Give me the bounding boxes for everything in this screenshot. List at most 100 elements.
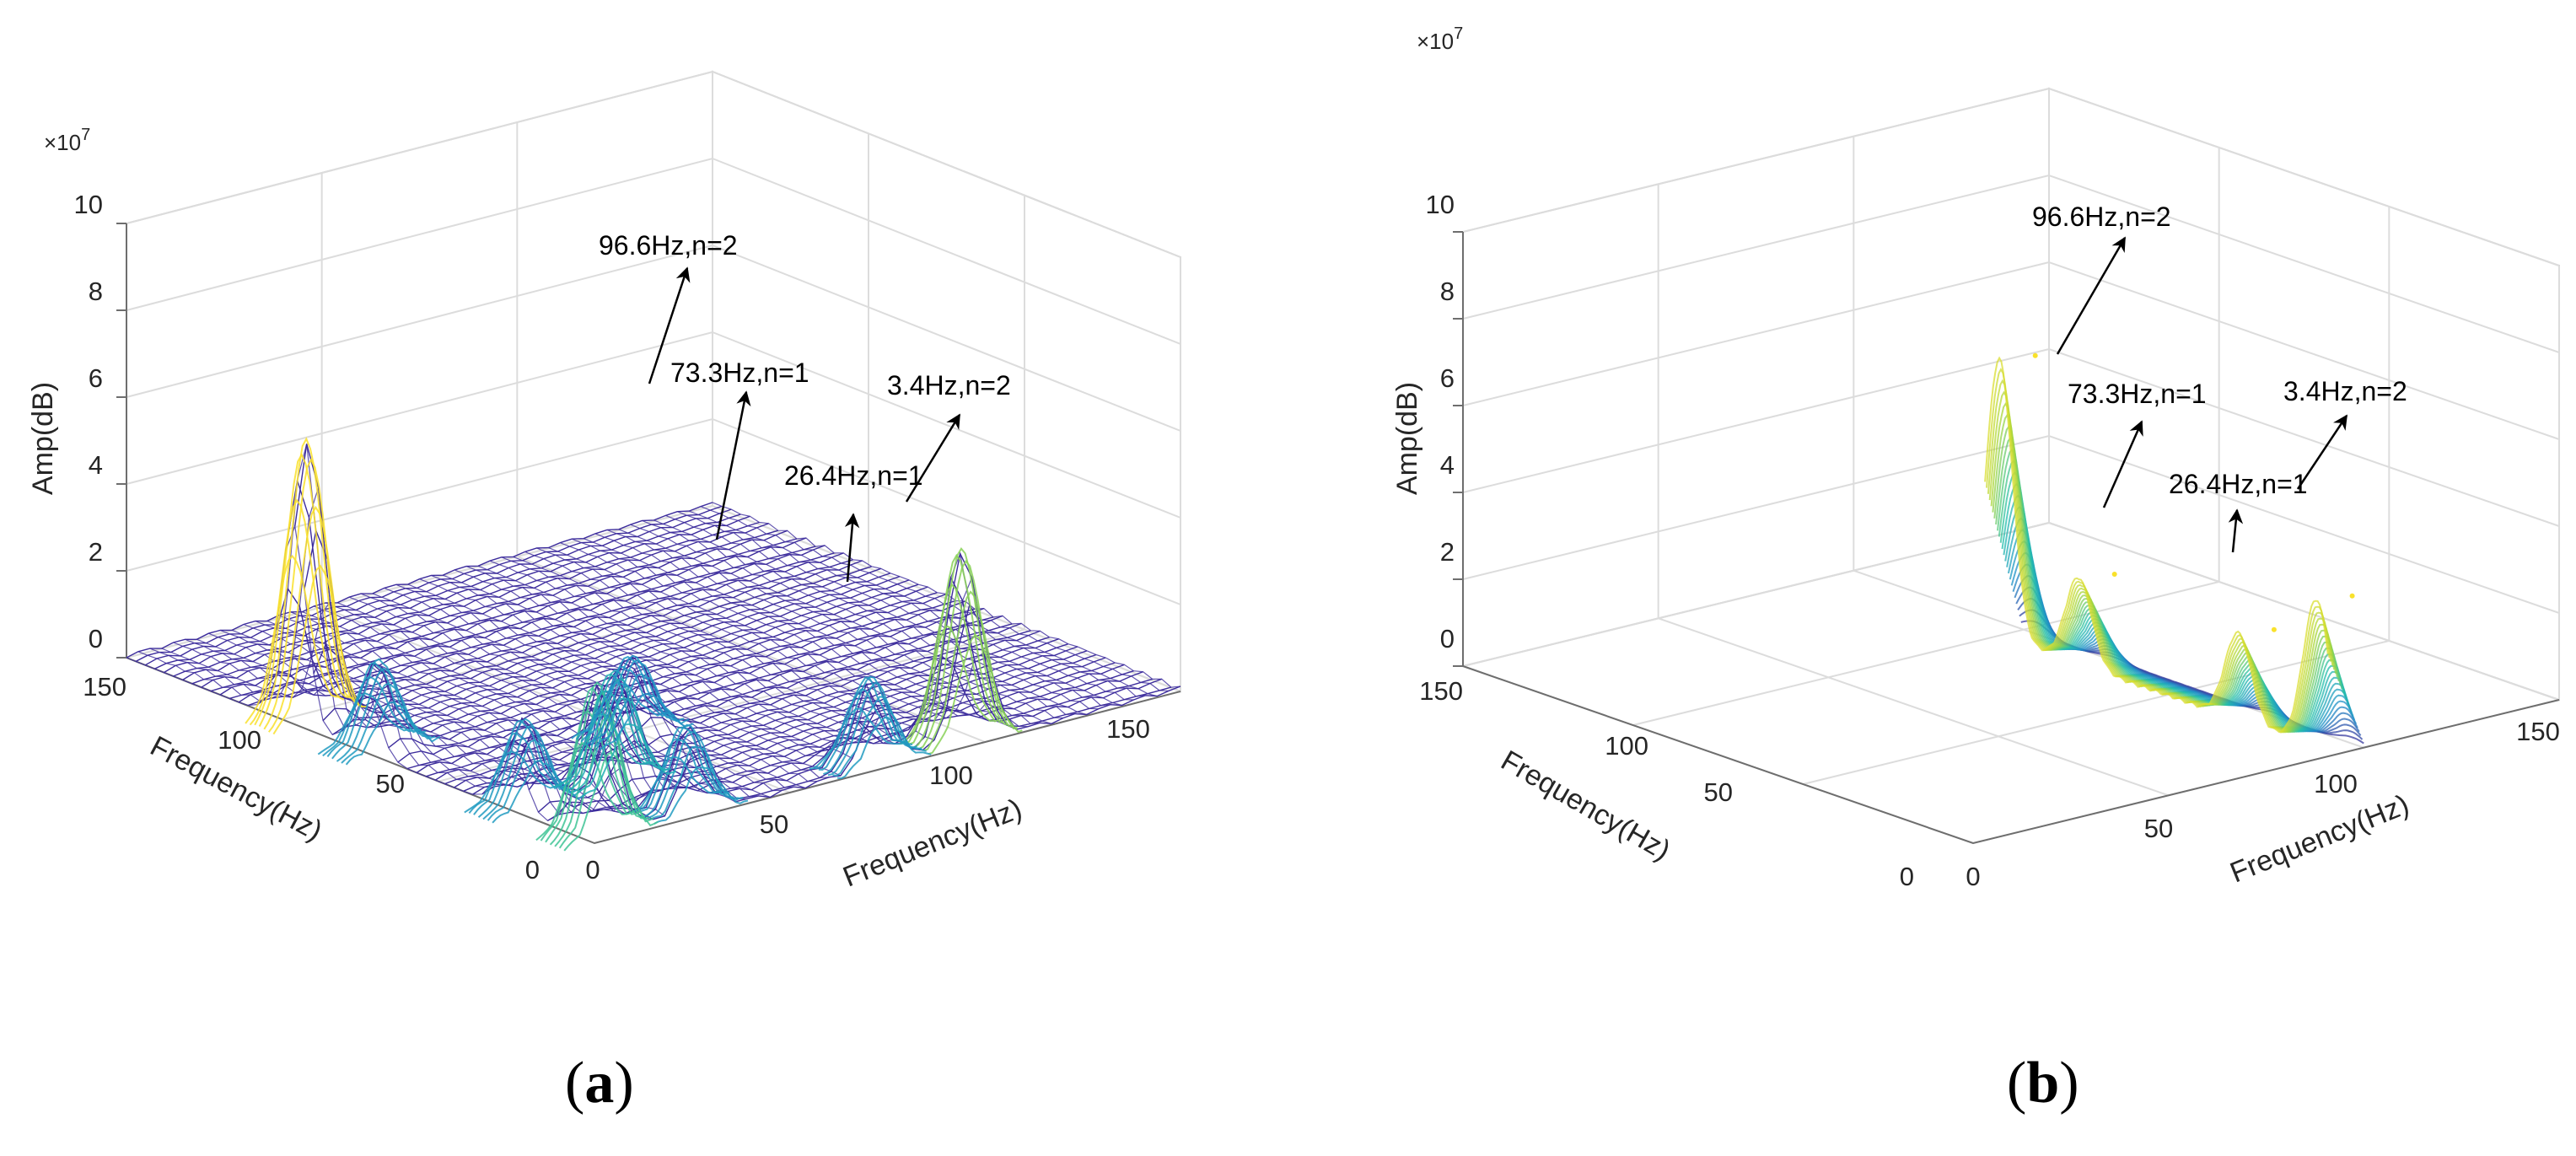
peak-mesh-line (562, 673, 658, 788)
z-tick-label: 6 (1440, 363, 1455, 393)
panel-b-caption: (b) (2007, 1051, 2079, 1116)
panel-a-z-ticks: 0 2 4 6 8 10 (74, 190, 103, 653)
surface-mesh-line (290, 611, 759, 798)
peak-mesh-line (626, 755, 720, 815)
surface-mesh-line (395, 583, 865, 753)
panel-a-x-axis-label: Frequency(Hz) (839, 793, 1027, 893)
peak-mesh-line (630, 738, 725, 814)
panel-a-chart: ×107 0 2 4 6 8 10 Amp(dB) 0 50 100 150 F… (27, 70, 1181, 894)
grid-line (1462, 261, 2560, 440)
annotation-arrow (2228, 508, 2244, 553)
z-tick-label: 0 (89, 624, 103, 653)
peak-mesh-line (818, 676, 913, 771)
surface-mesh-line (653, 519, 1122, 707)
panel-b-chart: ×107 0 2 4 6 8 10 Amp(dB) 0 50 100 150 F… (1391, 24, 2560, 891)
panel-b-x-ticks: 0 50 100 150 (1966, 717, 2559, 891)
annotation-arrow (2056, 236, 2127, 355)
peak-mesh-line (635, 726, 729, 815)
peak-mesh-line (540, 709, 636, 841)
peak-mesh-line (482, 724, 578, 820)
peak-mesh-line (571, 681, 666, 739)
surface-mesh-line (325, 602, 794, 788)
z-tick-label: 4 (1440, 450, 1455, 480)
x-tick-label: 50 (760, 809, 788, 839)
y-tick-label: 150 (1419, 676, 1463, 706)
panel-b-x-axis-label: Frequency(Hz) (2226, 788, 2414, 889)
panel-b-z-ticks: 0 2 4 6 8 10 (1426, 190, 1455, 653)
surface-mesh-line (431, 574, 900, 744)
surface-mesh-line (266, 620, 736, 803)
z-tick-label: 6 (89, 363, 103, 393)
peak-mesh-line (923, 590, 1019, 752)
surface-mesh-line (700, 506, 1170, 691)
surface-mesh-line (630, 524, 1099, 710)
peak-mesh-line (913, 546, 1008, 748)
peak-mesh-line (477, 718, 573, 819)
surface-mesh-line (477, 565, 947, 733)
surface-mesh-line (302, 611, 771, 798)
annotation-label: 73.3Hz,n=1 (2068, 379, 2207, 409)
x-tick-label: 100 (929, 761, 973, 790)
surface-mesh-line (513, 556, 982, 722)
peak-mesh-line (254, 452, 349, 726)
peak-mesh-line (464, 750, 559, 814)
surface-mesh-line (524, 551, 994, 719)
x-tick-label: 150 (1106, 714, 1150, 744)
slice-line (1984, 356, 2329, 734)
panel-b-annotations: 96.6Hz,n=2 73.3Hz,n=1 26.4Hz,n=1 3.4Hz,n… (2032, 202, 2407, 553)
grid-line (321, 606, 791, 793)
peak-mesh-line (317, 692, 412, 755)
y-tick-label: 100 (218, 725, 261, 755)
grid-line (1632, 581, 2219, 726)
y-tick-label: 0 (525, 855, 540, 884)
y-tick-label: 50 (1704, 777, 1733, 807)
peak-mesh-line (836, 717, 932, 780)
peak-marker (2271, 626, 2277, 632)
surface-mesh-line (571, 538, 1041, 724)
grid-line (516, 556, 986, 743)
y-tick-label: 0 (1900, 862, 1914, 891)
annotation-label: 96.6Hz,n=2 (2032, 202, 2171, 232)
panel-b-grid (1453, 87, 2560, 845)
surface-mesh-line (606, 529, 1075, 716)
grid-line (1658, 617, 2169, 797)
peak-mesh-line (249, 498, 345, 726)
peak-mesh-line (263, 458, 358, 730)
annotation-label: 3.4Hz,n=2 (887, 370, 1011, 401)
z-tick-label: 10 (74, 190, 103, 219)
xy-axis-lines (1462, 665, 2560, 845)
peak-mesh-line (473, 719, 568, 815)
surface-mesh-line (677, 511, 1146, 697)
z-tick-label: 8 (1440, 277, 1455, 306)
grid-line (1462, 434, 2560, 614)
grid-line (1462, 521, 2560, 701)
grid-line (126, 157, 1181, 345)
peak-mesh-line (814, 688, 908, 770)
surface-mesh-line (443, 574, 912, 750)
peak-mesh-line (545, 686, 640, 843)
x-tick-label: 150 (2516, 717, 2560, 746)
grid-line (126, 70, 1181, 258)
surface-mesh-line (489, 560, 959, 727)
grid-line (1462, 174, 2560, 353)
peak-marker (2111, 572, 2117, 577)
panel-b-z-axis-label: Amp(dB) (1391, 382, 1423, 495)
y-tick-label: 50 (376, 769, 405, 798)
panel-b-y-ticks: 0 50 100 150 (1419, 676, 1914, 891)
y-tick-label: 100 (1605, 731, 1648, 761)
panel-a-caption: (a) (565, 1051, 634, 1116)
x-tick-label: 100 (2314, 769, 2358, 798)
surface-mesh-line (642, 519, 1111, 707)
peak-mesh-line (909, 553, 1004, 745)
surface-mesh-line (560, 542, 1029, 728)
z-tick-label: 2 (89, 537, 103, 567)
surface-mesh-line (665, 514, 1134, 701)
surface-mesh-line (536, 547, 1005, 717)
z-tick-label: 2 (1440, 537, 1455, 567)
annotation-label: 26.4Hz,n=1 (2169, 469, 2308, 499)
peak-mesh-line (272, 564, 368, 735)
x-tick-label: 0 (585, 855, 600, 884)
annotation-label: 26.4Hz,n=1 (784, 460, 923, 491)
surface-mesh-line (407, 583, 877, 750)
